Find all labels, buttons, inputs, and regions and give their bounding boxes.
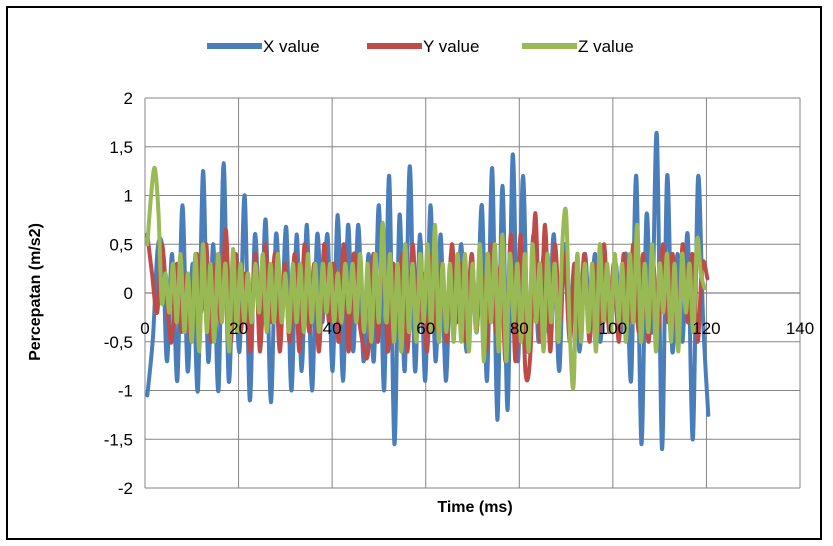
legend-label-2: Y value	[423, 37, 479, 56]
y-tick-label: 1	[124, 187, 133, 206]
x-tick-label: 120	[692, 319, 720, 338]
x-tick-label: 40	[323, 319, 342, 338]
y-tick-label: -0,5	[104, 333, 133, 352]
y-tick-label: -1,5	[104, 430, 133, 449]
y-tick-label: -2	[118, 479, 133, 498]
y-tick-label: 0,5	[109, 235, 133, 254]
axis-labels: 2 1,5 1 0,5 0 -0,5 -1 -1,5 -2 0 20 40 60 80 100 120 140	[104, 89, 814, 498]
x-axis-title: Time (ms)	[437, 499, 512, 516]
y-tick-label: 2	[124, 89, 133, 108]
legend: X value Y value Z value	[207, 37, 634, 56]
legend-label-3: Z value	[578, 37, 634, 56]
series-line-3	[145, 165, 707, 391]
x-tick-label: 140	[786, 319, 814, 338]
plot-series	[145, 130, 711, 452]
y-tick-label: -1	[118, 382, 133, 401]
legend-label-1: X value	[263, 37, 320, 56]
y-tick-label: 1,5	[109, 138, 133, 157]
x-tick-label: 80	[510, 319, 529, 338]
y-tick-label: 0	[124, 284, 133, 303]
x-tick-label: 20	[229, 319, 248, 338]
x-tick-label: 0	[140, 319, 149, 338]
x-tick-label: 100	[599, 319, 627, 338]
x-tick-label: 60	[416, 319, 435, 338]
y-axis-title: Percepatan (m/s2)	[27, 223, 44, 361]
